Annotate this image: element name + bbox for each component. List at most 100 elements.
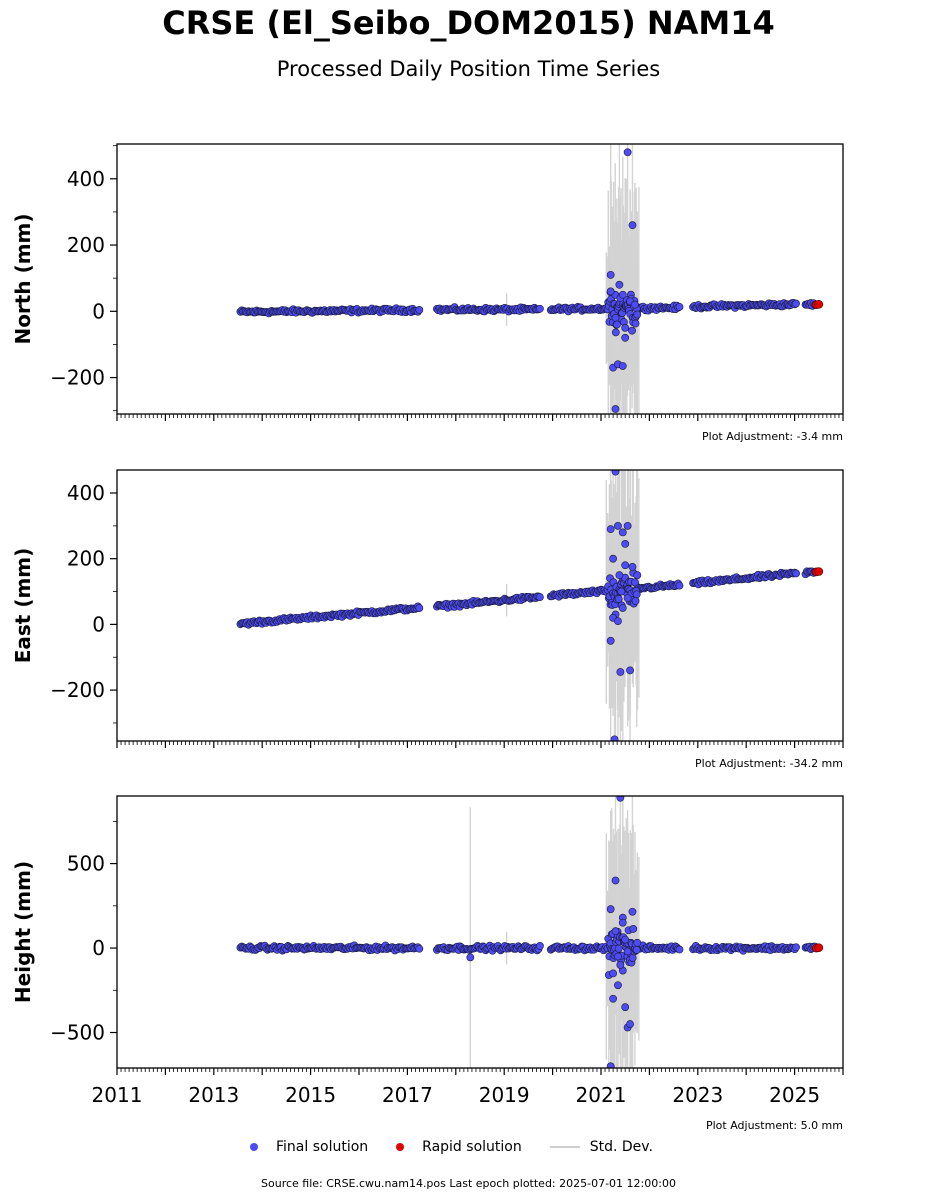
plot-area <box>236 470 824 741</box>
rapid-solution-points <box>812 943 824 953</box>
x-axis <box>116 414 844 421</box>
final-point <box>629 925 638 933</box>
y-axis: −200 0 200 400 <box>50 145 117 412</box>
plot-frame <box>116 143 844 415</box>
legend-item-final: Final solution <box>250 1139 368 1155</box>
final-point <box>630 300 639 309</box>
final-point <box>415 604 424 612</box>
final-point <box>675 302 684 311</box>
final-point <box>609 994 617 1003</box>
x-tick-label: 2013 <box>188 1083 239 1107</box>
final-point <box>606 636 615 645</box>
final-point <box>792 943 800 952</box>
final-point <box>609 554 617 563</box>
plot-adjustment-note: Plot Adjustment: -3.4 mm <box>702 430 843 443</box>
final-point <box>618 604 627 612</box>
x-tick-label: 2023 <box>672 1083 723 1107</box>
final-point <box>610 735 619 741</box>
x-axis: 2011 2013 2015 2017 2019 2021 2023 2025 <box>92 1068 844 1107</box>
final-point <box>632 590 641 599</box>
final-point <box>628 954 637 962</box>
plot-area <box>236 796 824 1068</box>
y-axis: −200 0 200 400 <box>50 481 117 724</box>
x-tick-label: 2019 <box>479 1083 530 1107</box>
y-tick-label: −500 <box>50 1021 105 1045</box>
final-point <box>466 953 475 962</box>
y-axis: −500 0 500 <box>50 820 117 1045</box>
final-point <box>616 961 625 969</box>
final-point <box>623 521 632 530</box>
final-point <box>614 595 623 604</box>
final-point <box>675 581 684 590</box>
y-tick-label: −200 <box>50 678 105 702</box>
panel-2: 2011 2013 2015 2017 2019 2021 2023 2025 −500 0 500… <box>11 795 844 1132</box>
final-point <box>611 470 620 476</box>
x-tick-label: 2015 <box>285 1083 336 1107</box>
legend: Final solution Rapid solution Std. Dev. <box>250 1137 681 1157</box>
final-point <box>632 945 641 954</box>
chart-subtitle: Processed Daily Position Time Series <box>276 57 661 81</box>
final-point <box>606 287 615 296</box>
final-point <box>615 280 624 289</box>
final-point <box>626 1020 634 1028</box>
final-point <box>623 594 632 603</box>
plot-adjustment-note: Plot Adjustment: -34.2 mm <box>695 757 843 770</box>
y-axis-label: East (mm) <box>11 548 35 664</box>
final-point <box>621 1003 630 1012</box>
legend-stddev-label: Std. Dev. <box>589 1139 653 1155</box>
final-point <box>628 221 637 230</box>
final-point <box>609 969 617 978</box>
rapid-point <box>814 300 824 309</box>
y-tick-label: 0 <box>92 612 105 636</box>
chart-title: CRSE (El_Seibo_DOM2015) NAM14 <box>162 4 775 42</box>
final-point <box>621 333 630 342</box>
legend-rapid-label: Rapid solution <box>422 1139 522 1155</box>
final-point <box>618 528 627 537</box>
y-tick-label: 400 <box>67 167 105 191</box>
legend-item-stddev: Std. Dev. <box>549 1139 653 1155</box>
panel-1: −200 0 200 400 East (mm) Plot Adjustment: -34… <box>11 469 844 770</box>
final-point <box>616 668 625 676</box>
final-point <box>613 320 621 329</box>
y-tick-label: 0 <box>92 299 105 323</box>
final-point <box>614 981 622 990</box>
y-tick-label: 200 <box>67 233 105 257</box>
rapid-solution-points <box>812 567 824 577</box>
final-point <box>606 270 615 279</box>
y-tick-label: −200 <box>50 366 105 390</box>
final-point <box>615 571 624 580</box>
final-point <box>633 938 642 947</box>
legend-final-label: Final solution <box>276 1139 369 1155</box>
final-point <box>611 405 620 413</box>
final-point <box>633 310 642 319</box>
x-tick-label: 2011 <box>92 1083 143 1107</box>
final-point <box>536 304 544 313</box>
final-point <box>536 942 544 950</box>
source-note: Source file: CRSE.cwu.nam14.pos Last epo… <box>261 1177 676 1190</box>
y-tick-label: 400 <box>67 481 105 505</box>
x-tick-label: 2025 <box>769 1083 820 1107</box>
x-tick-label: 2021 <box>576 1083 627 1107</box>
final-point <box>611 328 620 337</box>
final-point <box>628 563 637 571</box>
rapid-solution-marker <box>396 1143 405 1151</box>
final-point <box>606 905 615 914</box>
y-tick-label: 200 <box>67 547 105 571</box>
final-point <box>631 578 639 587</box>
rapid-point <box>814 567 824 576</box>
plot-area <box>236 144 824 414</box>
rapid-point <box>814 943 824 953</box>
final-point <box>415 306 424 314</box>
final-point <box>626 666 634 675</box>
final-solution-points <box>236 796 819 1068</box>
legend-item-rapid: Rapid solution <box>396 1139 522 1155</box>
final-point <box>675 945 684 954</box>
final-point <box>611 876 620 885</box>
y-axis-label: Height (mm) <box>11 861 35 1003</box>
final-point <box>617 587 626 596</box>
final-point <box>614 944 623 953</box>
final-point <box>633 571 642 580</box>
final-point <box>631 597 640 605</box>
final-point <box>536 593 544 601</box>
